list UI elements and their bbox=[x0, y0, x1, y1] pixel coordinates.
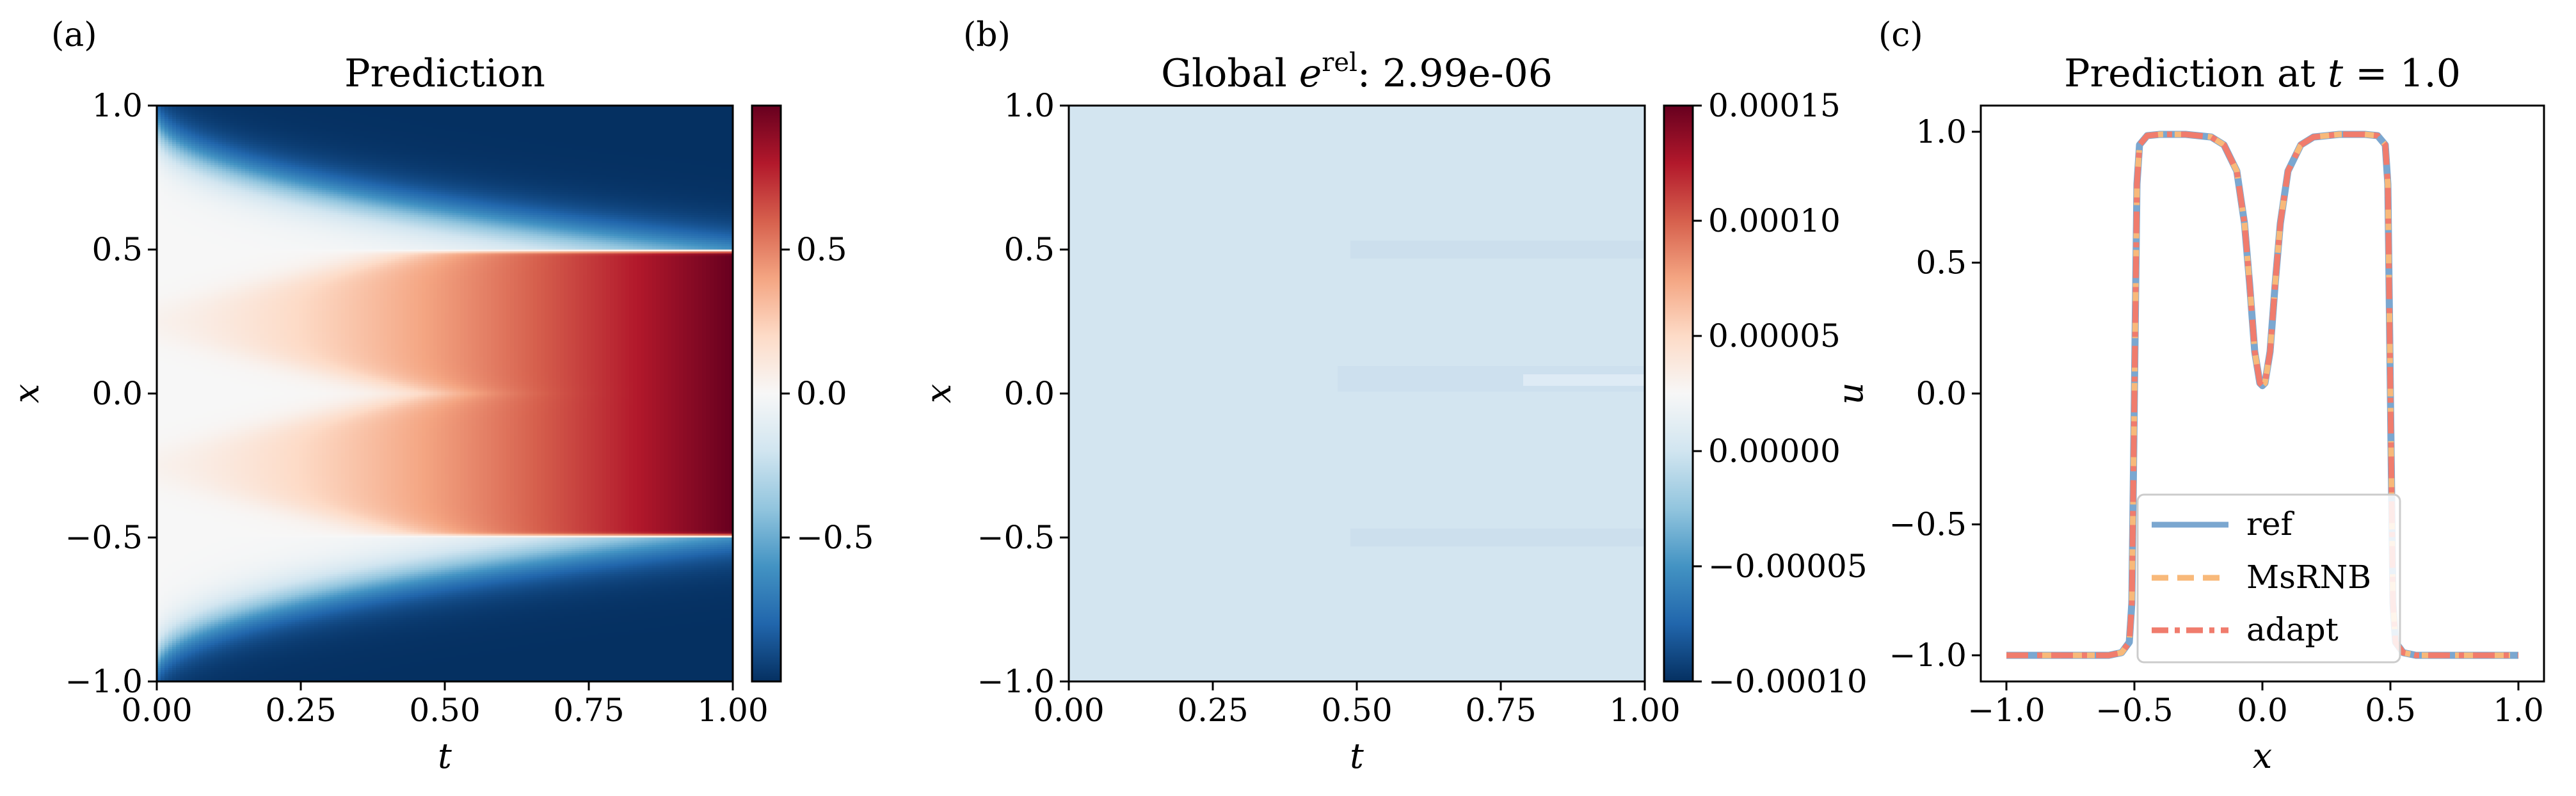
panel-c-ytick-label: 1.0 bbox=[1916, 113, 1967, 150]
panel-c-ytick-label: 0.5 bbox=[1916, 244, 1967, 281]
panel-b-xtick-label: 1.00 bbox=[1609, 692, 1680, 729]
panel-a-ytick-label: 0.0 bbox=[92, 375, 143, 412]
panel-a-xtick-label: 1.00 bbox=[697, 692, 768, 729]
panel-a-xtick-label: 0.75 bbox=[553, 692, 624, 729]
panel-c-label: (c) bbox=[1878, 16, 1923, 54]
panel-a-xtick-label: 0.25 bbox=[265, 692, 336, 729]
panel-b-ytick-label: 1.0 bbox=[1004, 87, 1055, 124]
panel-b-ytick-label: −1.0 bbox=[977, 663, 1055, 700]
legend-label-adapt: adapt bbox=[2246, 611, 2339, 648]
panel-b-xtick-label: 0.50 bbox=[1321, 692, 1392, 729]
panel-c-xlabel: x bbox=[2253, 736, 2272, 776]
panel-b-cbar-tick-label: 0.00015 bbox=[1708, 87, 1841, 124]
panel-b-faint-band bbox=[1523, 374, 1645, 386]
panel-b: (b) Global erel: 2.99e-06 0.00 0.25 0.50 0.… bbox=[918, 16, 1868, 776]
panel-b-y-axis: 1.0 0.5 0.0 −0.5 −1.0 bbox=[977, 87, 1069, 700]
panel-b-cbar-tick-label: 0.00000 bbox=[1708, 433, 1841, 470]
panel-a-heatmap bbox=[157, 106, 733, 681]
panel-a-label: (a) bbox=[51, 16, 97, 54]
panel-a-xlabel: t bbox=[438, 736, 452, 776]
panel-a: (a) Prediction 0.00 0.25 0.50 0.75 1.00 1.0 0… bbox=[6, 16, 874, 776]
panel-b-xtick-label: 0.25 bbox=[1177, 692, 1248, 729]
panel-c-ytick-label: −1.0 bbox=[1889, 637, 1967, 674]
panel-b-ylabel: x bbox=[918, 384, 959, 403]
panel-c-xtick-label: 0.5 bbox=[2365, 692, 2416, 729]
panel-b-heatmap bbox=[1069, 106, 1645, 681]
panel-b-xlabel: t bbox=[1350, 736, 1364, 776]
panel-c-legend: ref MsRNB adapt bbox=[2136, 493, 2401, 664]
panel-b-cbar-tick-label: 0.00005 bbox=[1708, 317, 1841, 354]
panel-a-ytick-label: 0.5 bbox=[92, 231, 143, 268]
panel-a-cbar-tick-label: 0.0 bbox=[796, 375, 847, 412]
panel-b-faint-band bbox=[1350, 529, 1645, 546]
panel-c-xtick-label: −1.0 bbox=[1967, 692, 2045, 729]
panel-b-colorbar bbox=[1663, 104, 1694, 683]
panel-a-xtick-label: 0.00 bbox=[121, 692, 192, 729]
panel-a-title: Prediction bbox=[344, 51, 545, 96]
panel-c: (c) Prediction at t = 1.0 −1.0 −0.5 0.0 0.5… bbox=[1830, 16, 2545, 776]
panel-b-faint-band bbox=[1350, 241, 1645, 259]
panel-a-y-axis: 1.0 0.5 0.0 −0.5 −1.0 bbox=[65, 87, 157, 700]
panel-a-colorbar-ticks: 0.5 0.0 −0.5 bbox=[781, 231, 874, 556]
panel-a-ylabel: x bbox=[6, 384, 47, 403]
panel-b-xtick-label: 0.00 bbox=[1033, 692, 1104, 729]
panel-b-ytick-label: 0.5 bbox=[1004, 231, 1055, 268]
panel-b-cbar-tick-label: −0.00010 bbox=[1708, 663, 1868, 700]
panel-a-cbar-tick-label: −0.5 bbox=[796, 519, 874, 556]
panel-b-cbar-tick-label: −0.00005 bbox=[1708, 548, 1868, 585]
panel-a-xtick-label: 0.50 bbox=[409, 692, 480, 729]
panel-b-x-axis: 0.00 0.25 0.50 0.75 1.00 bbox=[1033, 681, 1681, 729]
panel-b-title: Global erel: 2.99e-06 bbox=[1161, 48, 1553, 96]
panel-a-ytick-label: −0.5 bbox=[65, 519, 143, 556]
panel-b-ytick-label: −0.5 bbox=[977, 519, 1055, 556]
panel-c-xtick-label: 0.0 bbox=[2237, 692, 2288, 729]
panel-c-title: Prediction at t = 1.0 bbox=[2064, 51, 2461, 96]
panel-a-colorbar bbox=[751, 104, 782, 683]
panel-c-ylabel: u bbox=[1830, 383, 1871, 405]
panel-b-xtick-label: 0.75 bbox=[1465, 692, 1536, 729]
panel-c-xtick-label: 1.0 bbox=[2493, 692, 2544, 729]
panel-a-ytick-label: −1.0 bbox=[65, 663, 143, 700]
legend-label-ref: ref bbox=[2246, 505, 2294, 543]
panel-a-x-axis: 0.00 0.25 0.50 0.75 1.00 bbox=[121, 681, 769, 729]
panel-b-colorbar-ticks: 0.00015 0.00010 0.00005 0.00000 −0.00005 −0.0… bbox=[1693, 87, 1868, 700]
legend-box bbox=[2136, 493, 2401, 664]
panel-c-ytick-label: 0.0 bbox=[1916, 375, 1967, 412]
panel-c-xtick-label: −0.5 bbox=[2095, 692, 2173, 729]
panel-a-ytick-label: 1.0 bbox=[92, 87, 143, 124]
panel-c-ytick-label: −0.5 bbox=[1889, 506, 1967, 543]
panel-b-error-field bbox=[1069, 106, 1645, 681]
panel-b-label: (b) bbox=[963, 16, 1011, 54]
legend-label-msrnb: MsRNB bbox=[2246, 559, 2371, 596]
panel-c-x-axis: −1.0 −0.5 0.0 0.5 1.0 bbox=[1967, 681, 2544, 729]
panel-b-cbar-tick-label: 0.00010 bbox=[1708, 202, 1841, 239]
panel-b-ytick-label: 0.0 bbox=[1004, 375, 1055, 412]
panel-a-cbar-tick-label: 0.5 bbox=[796, 231, 847, 268]
panel-c-y-axis: 1.0 0.5 0.0 −0.5 −1.0 bbox=[1889, 113, 1981, 674]
